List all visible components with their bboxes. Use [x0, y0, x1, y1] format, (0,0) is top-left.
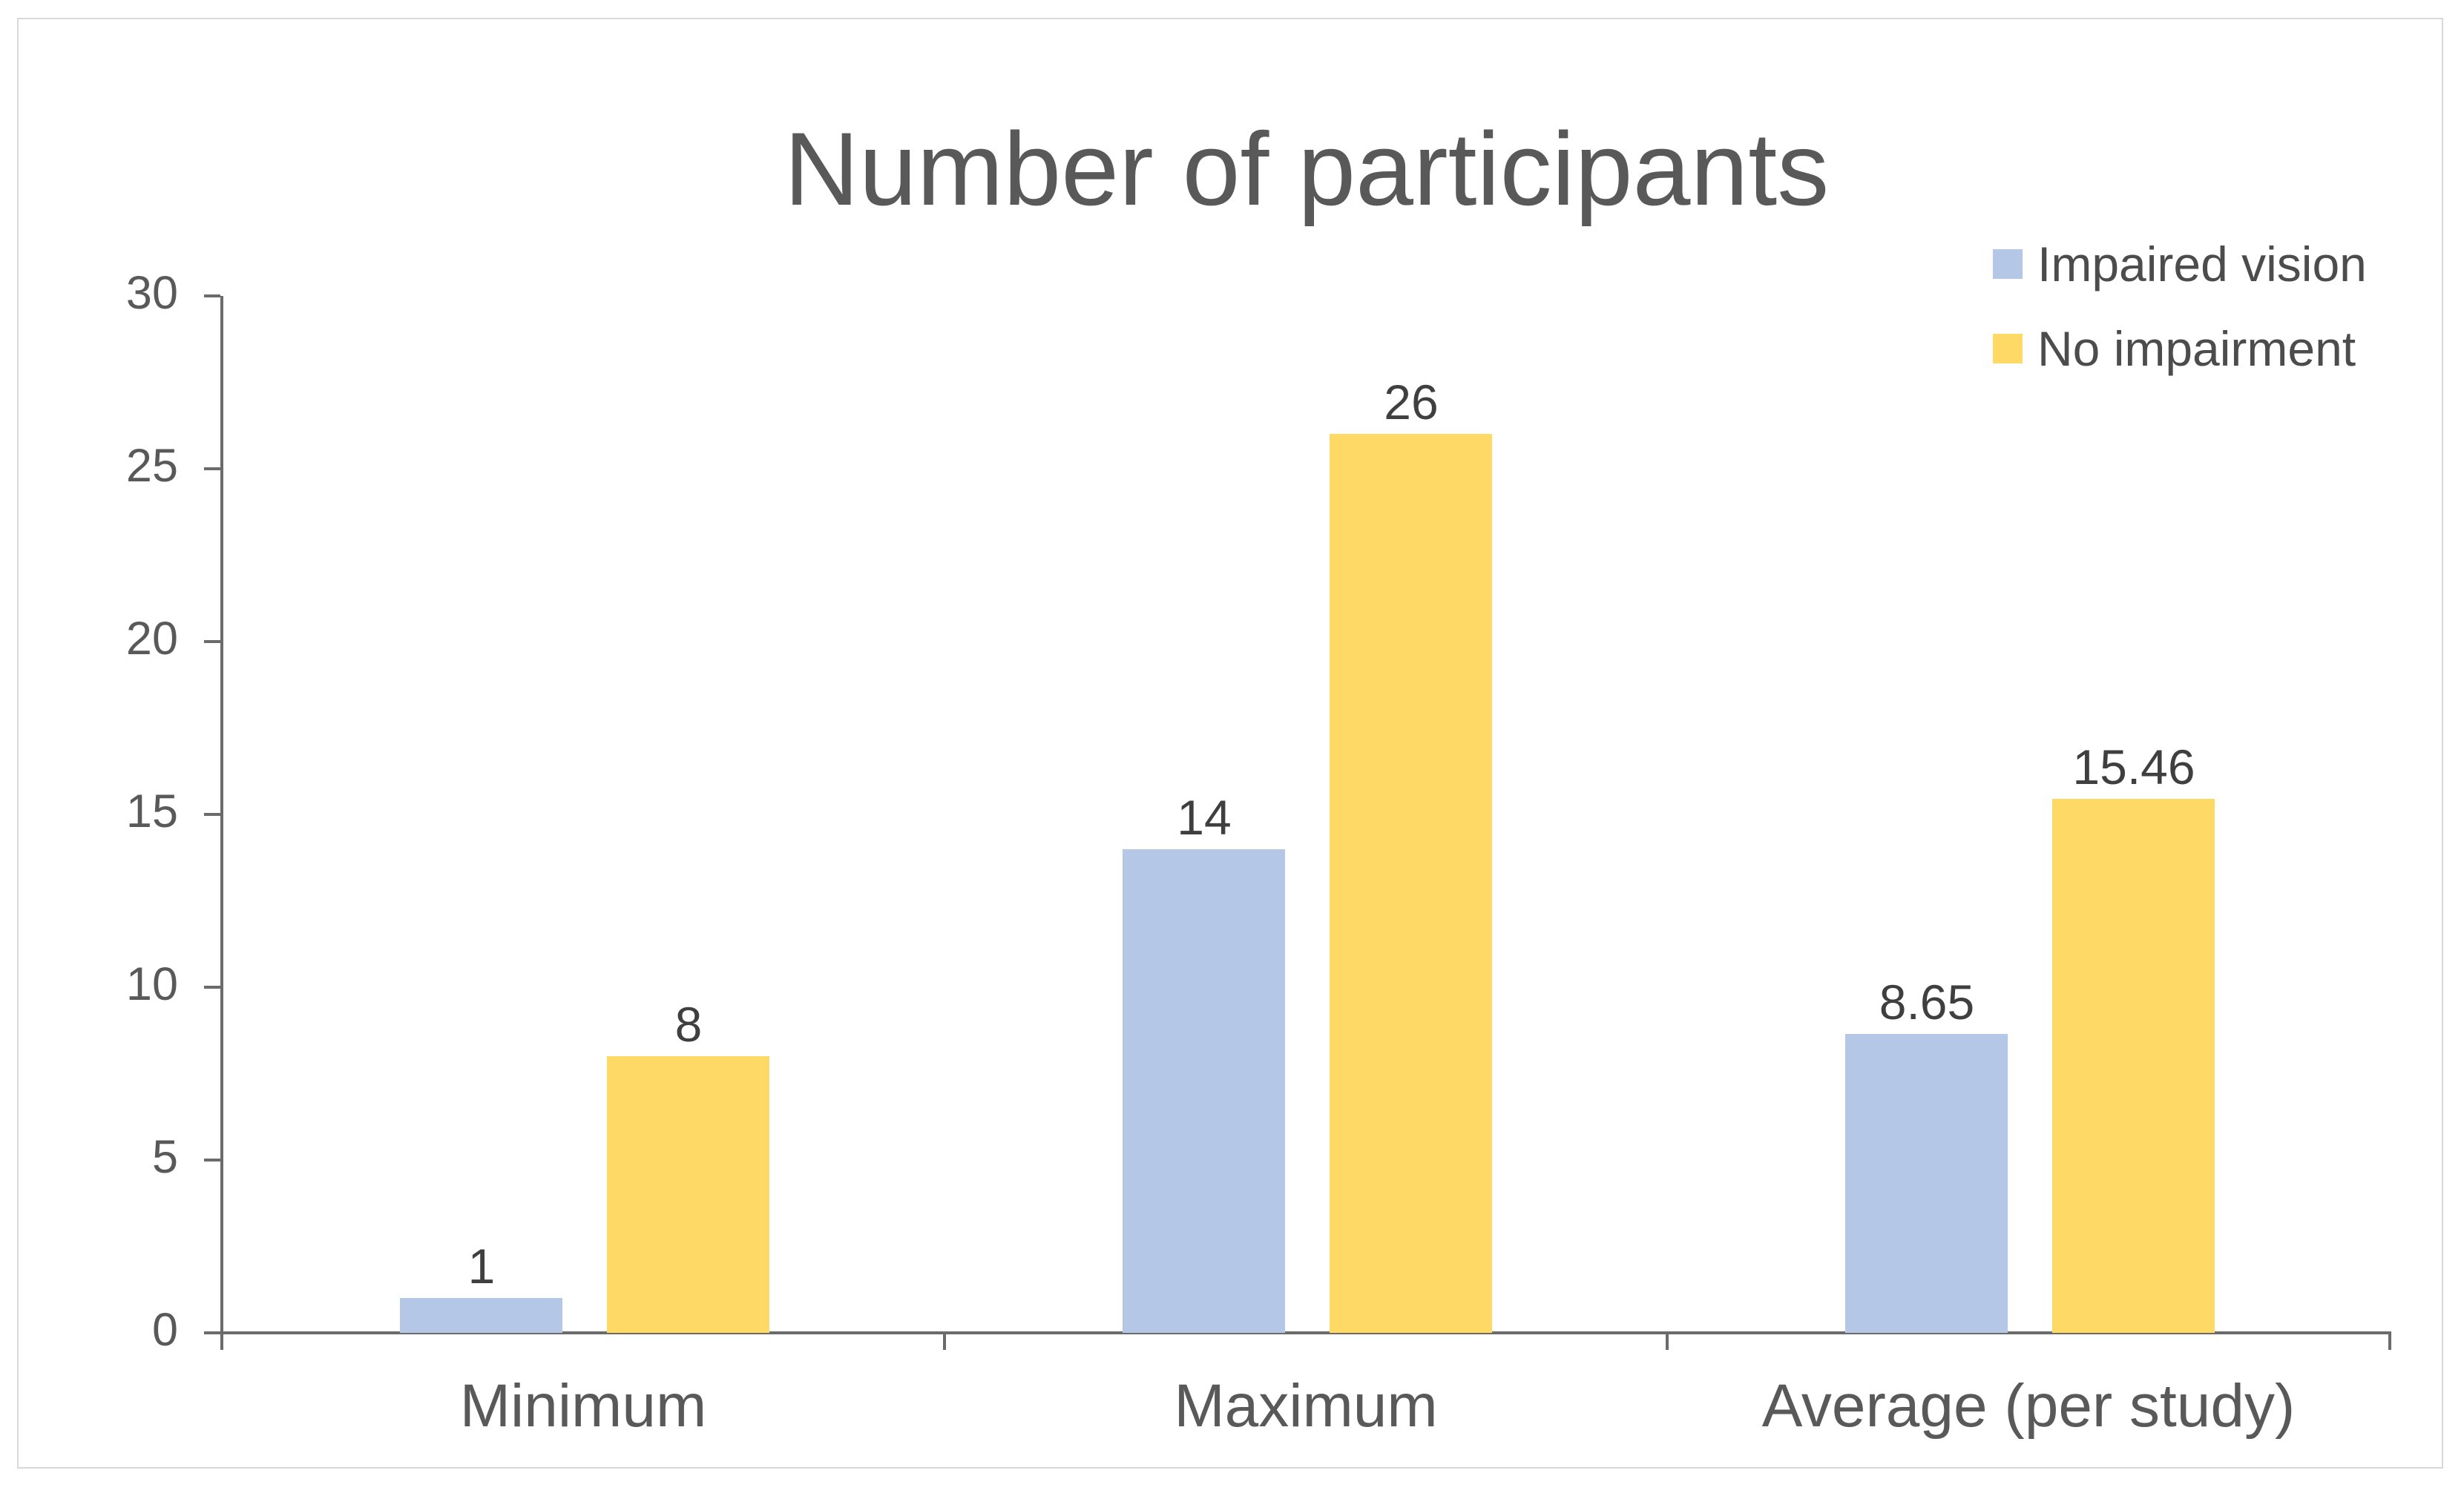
bar-value-label: 15.46: [2072, 739, 2195, 794]
bar-no-impairment-2[interactable]: [2052, 799, 2215, 1333]
y-axis-line: [220, 296, 223, 1350]
y-axis-tick: [204, 1159, 220, 1162]
bar-impaired-vision-0[interactable]: [400, 1298, 562, 1333]
y-axis-tick-label: 5: [151, 1131, 178, 1183]
y-axis-tick: [204, 294, 220, 297]
y-axis-tick: [204, 813, 220, 816]
x-axis-tick: [1666, 1333, 1669, 1350]
x-axis-category-label: Average (per study): [1761, 1372, 2296, 1440]
y-axis-tick-label: 25: [125, 440, 178, 492]
y-axis-tick: [204, 1331, 220, 1334]
y-axis-tick: [204, 640, 220, 643]
chart-card: Number of participants Impaired vision N…: [17, 18, 2443, 1469]
x-axis-tick: [2388, 1333, 2391, 1350]
y-axis-tick-label: 20: [125, 613, 178, 665]
x-axis-line: [222, 1331, 2391, 1334]
y-axis-tick-label: 15: [125, 785, 178, 837]
bar-no-impairment-1[interactable]: [1330, 434, 1492, 1333]
legend-swatch-no-impairment: [1993, 334, 2023, 363]
y-axis-tick: [204, 986, 220, 989]
bar-value-label: 1: [467, 1239, 496, 1294]
legend-label-impaired-vision: Impaired vision: [2037, 237, 2367, 291]
legend: Impaired vision No impairment: [1993, 239, 2367, 374]
chart-title: Number of participants: [783, 111, 1830, 227]
legend-item-no-impairment[interactable]: No impairment: [1993, 323, 2367, 374]
x-axis-tick: [943, 1333, 946, 1350]
bar-value-label: 26: [1384, 375, 1439, 429]
bar-value-label: 8: [674, 997, 703, 1052]
bar-value-label: 8.65: [1879, 975, 1975, 1029]
y-axis-tick-label: 10: [125, 958, 178, 1010]
x-axis-category-label: Minimum: [459, 1372, 707, 1440]
y-axis-tick-label: 30: [125, 267, 178, 319]
x-axis-category-label: Maximum: [1174, 1372, 1438, 1440]
y-axis-tick: [204, 467, 220, 470]
bar-impaired-vision-2[interactable]: [1845, 1034, 2008, 1333]
bar-impaired-vision-1[interactable]: [1123, 849, 1285, 1333]
legend-label-no-impairment: No impairment: [2037, 321, 2356, 376]
legend-swatch-impaired-vision: [1993, 249, 2023, 279]
y-axis-tick-label: 0: [151, 1304, 178, 1356]
bar-value-label: 14: [1177, 790, 1232, 845]
legend-item-impaired-vision[interactable]: Impaired vision: [1993, 239, 2367, 289]
bar-no-impairment-0[interactable]: [607, 1056, 769, 1333]
